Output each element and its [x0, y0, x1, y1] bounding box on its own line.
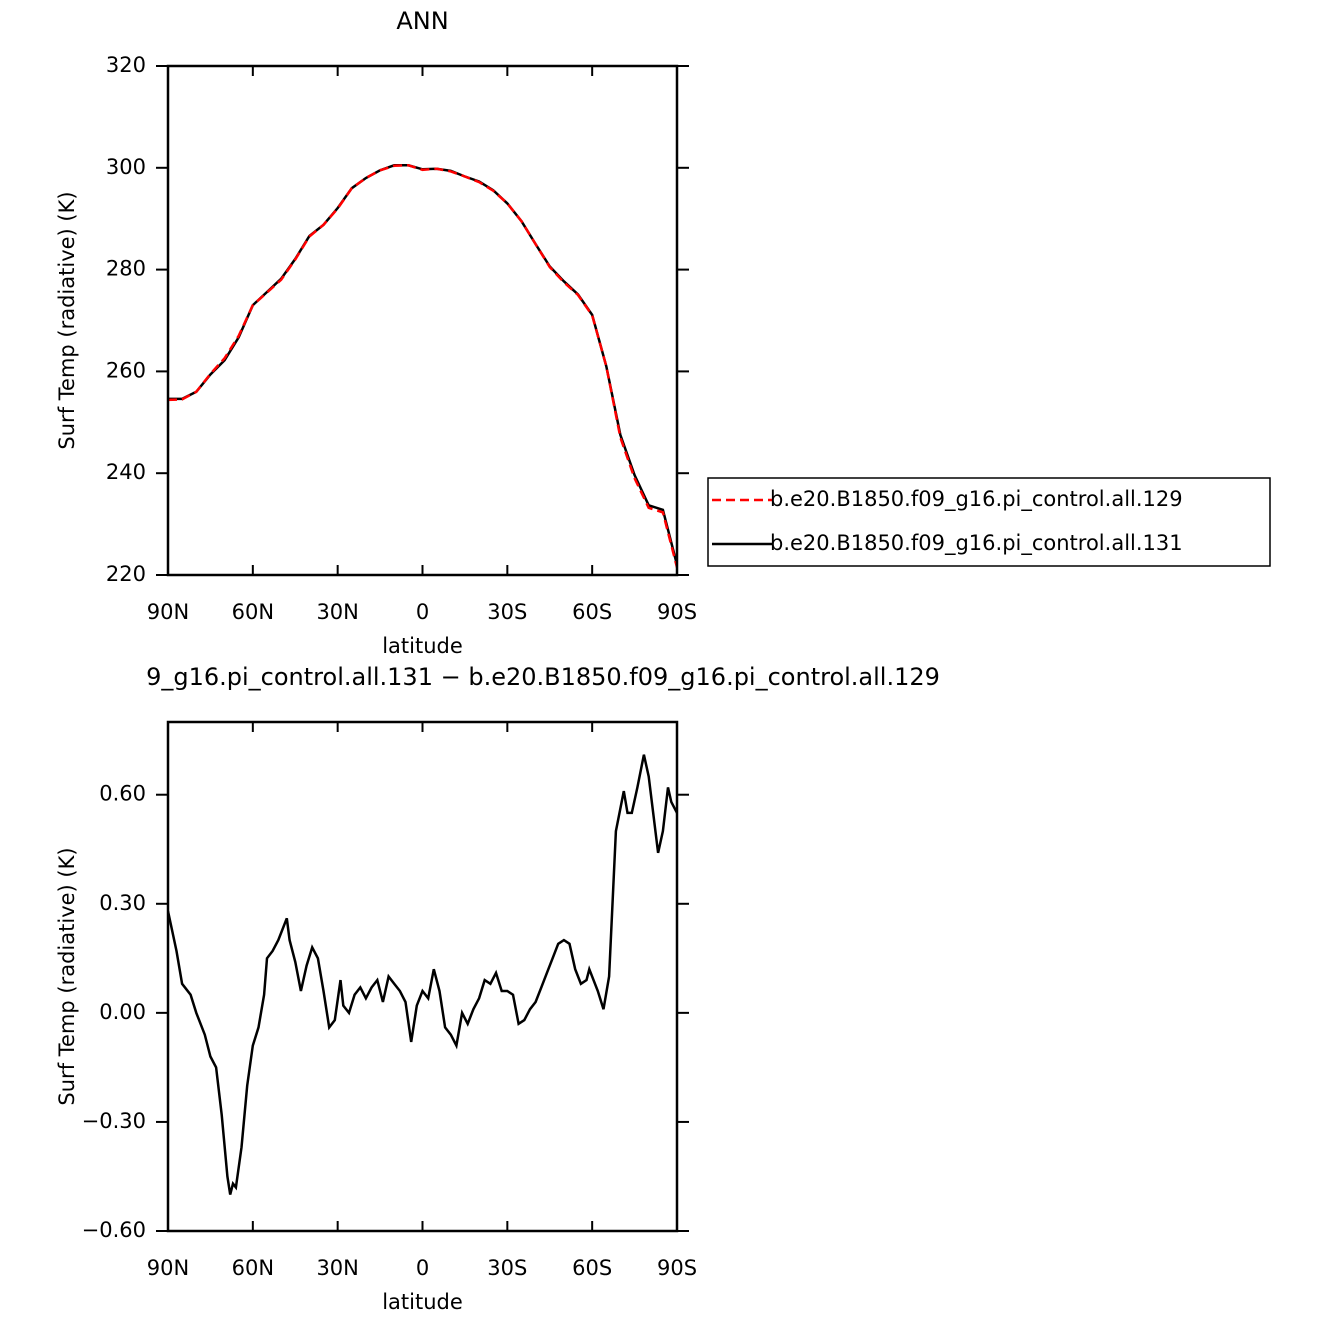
x-tick-label: 30S [487, 1256, 527, 1280]
x-tick-label: 30S [487, 600, 527, 624]
y-tick-label: 280 [106, 257, 146, 281]
legend-label: b.e20.B1850.f09_g16.pi_control.all.131 [770, 531, 1183, 556]
series-line [168, 164, 677, 566]
y-axis-label: Surf Temp (radiative) (K) [55, 847, 79, 1105]
chart-title: 9_g16.pi_control.all.131 − b.e20.B1850.f… [146, 663, 940, 691]
x-tick-label: 30N [316, 600, 358, 624]
y-tick-label: 320 [106, 53, 146, 77]
y-tick-label: 240 [106, 460, 146, 484]
x-tick-label: 90S [657, 600, 697, 624]
plot-frame [166, 720, 679, 1233]
y-tick-label: −0.30 [82, 1109, 146, 1133]
series-line [168, 754, 677, 1195]
legend-label: b.e20.B1850.f09_g16.pi_control.all.129 [770, 487, 1183, 512]
x-tick-label: 30N [316, 1256, 358, 1280]
x-axis-label: latitude [382, 634, 463, 658]
y-tick-label: 0.00 [99, 1000, 146, 1024]
y-tick-label: 260 [106, 358, 146, 382]
x-tick-label: 90N [147, 1256, 189, 1280]
x-tick-label: 60N [232, 600, 274, 624]
x-tick-label: 60S [572, 600, 612, 624]
x-tick-label: 90S [657, 1256, 697, 1280]
x-axis-label: latitude [382, 1290, 463, 1314]
y-tick-label: −0.60 [82, 1218, 146, 1242]
x-tick-label: 60N [232, 1256, 274, 1280]
y-tick-label: 0.30 [99, 891, 146, 915]
x-tick-label: 0 [416, 1256, 429, 1280]
legend-box [707, 477, 1271, 567]
x-tick-label: 90N [147, 600, 189, 624]
x-tick-label: 0 [416, 600, 429, 624]
series-line [168, 164, 677, 568]
x-tick-label: 60S [572, 1256, 612, 1280]
y-tick-label: 0.60 [99, 782, 146, 806]
plot-frame [166, 64, 679, 577]
y-tick-label: 220 [106, 562, 146, 586]
y-axis-label: Surf Temp (radiative) (K) [55, 191, 79, 449]
y-tick-label: 300 [106, 155, 146, 179]
chart-title: ANN [396, 7, 448, 35]
